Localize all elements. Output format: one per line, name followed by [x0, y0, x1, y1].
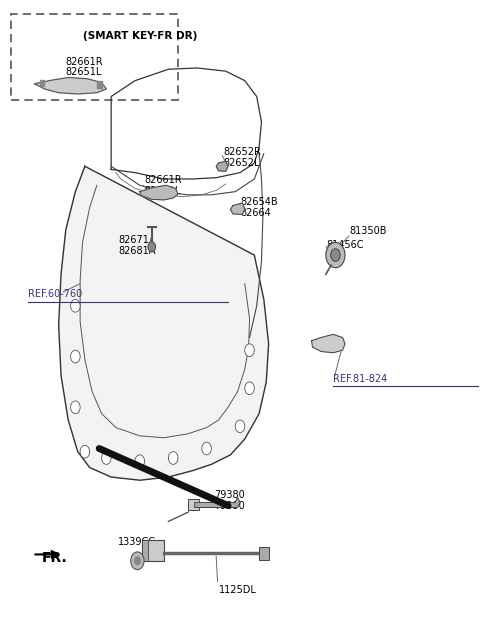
Circle shape [80, 445, 90, 458]
Polygon shape [140, 185, 178, 200]
FancyBboxPatch shape [11, 14, 178, 100]
Polygon shape [39, 80, 44, 87]
Polygon shape [142, 540, 164, 561]
Circle shape [245, 382, 254, 394]
Text: 82651L: 82651L [144, 186, 181, 196]
Text: 82651L: 82651L [66, 68, 102, 78]
Polygon shape [188, 499, 199, 510]
Circle shape [71, 401, 80, 413]
Polygon shape [216, 161, 228, 171]
Circle shape [102, 452, 111, 464]
Polygon shape [259, 547, 269, 559]
Text: FR.: FR. [42, 551, 68, 565]
Circle shape [71, 299, 80, 312]
Polygon shape [35, 78, 107, 94]
Circle shape [202, 442, 211, 455]
Text: (SMART KEY-FR DR): (SMART KEY-FR DR) [83, 31, 197, 41]
Text: 81350B: 81350B [350, 226, 387, 236]
Text: 1339CC: 1339CC [118, 537, 156, 547]
Text: 81456C: 81456C [326, 240, 363, 250]
Text: 79380: 79380 [214, 490, 244, 500]
Polygon shape [142, 540, 148, 561]
Circle shape [71, 350, 80, 363]
Circle shape [131, 552, 144, 569]
Polygon shape [230, 203, 245, 215]
Text: 82652L: 82652L [223, 158, 260, 168]
Text: 79390: 79390 [214, 501, 244, 511]
Text: 1125DL: 1125DL [218, 585, 256, 595]
Circle shape [235, 420, 245, 433]
Circle shape [326, 243, 345, 268]
Text: 82671: 82671 [118, 236, 149, 245]
Text: 82661R: 82661R [66, 57, 103, 67]
Text: 82652R: 82652R [223, 147, 261, 157]
Polygon shape [312, 334, 345, 353]
Polygon shape [97, 82, 102, 88]
Text: 82661R: 82661R [144, 175, 182, 185]
Circle shape [134, 557, 140, 564]
Text: 82654B: 82654B [240, 197, 277, 208]
Circle shape [148, 242, 156, 252]
Polygon shape [195, 497, 240, 508]
Circle shape [135, 455, 144, 468]
Text: REF.60-760: REF.60-760 [28, 289, 82, 299]
Circle shape [245, 344, 254, 357]
Text: 82664: 82664 [240, 208, 271, 218]
Text: 82681A: 82681A [118, 247, 156, 256]
Text: REF.81-824: REF.81-824 [333, 374, 387, 383]
Polygon shape [59, 166, 269, 480]
Circle shape [331, 248, 340, 261]
Circle shape [168, 452, 178, 464]
